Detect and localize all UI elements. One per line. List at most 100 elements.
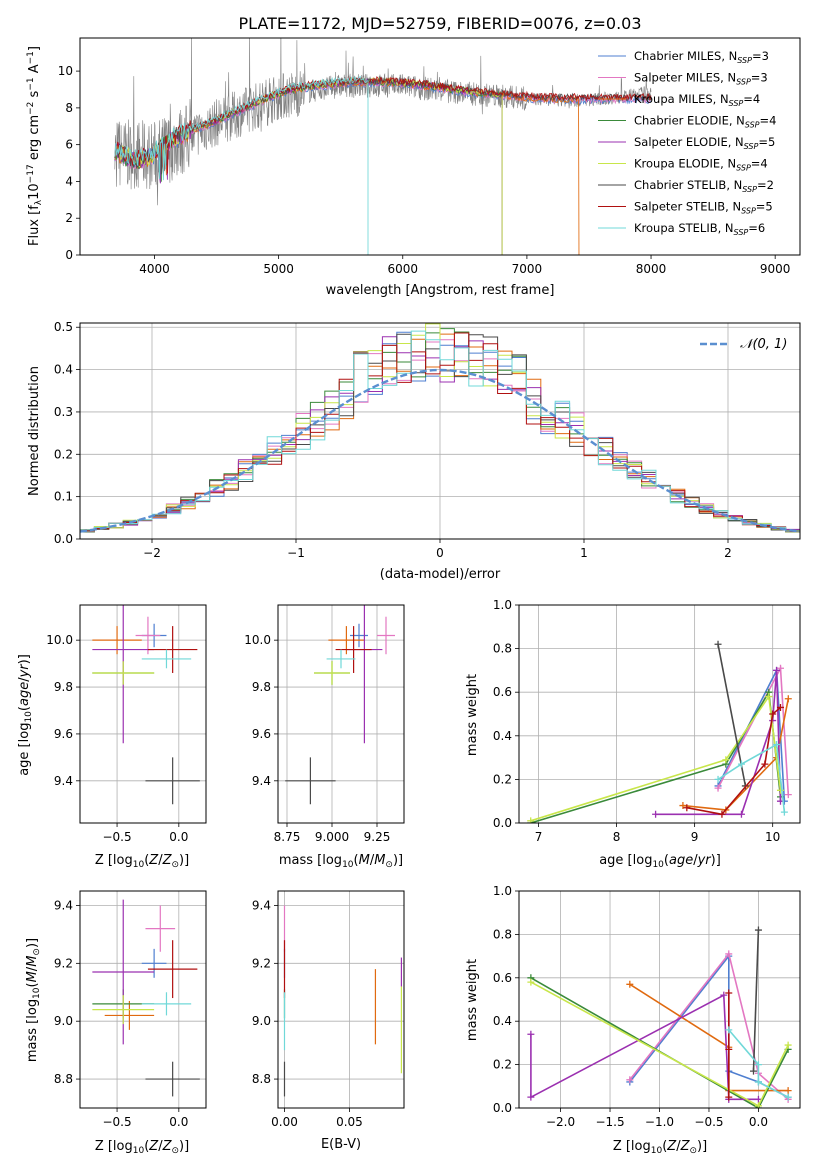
legend-entry: Kroupa MILES, NSSP=4 <box>634 92 760 108</box>
spectrum-xtick-label: 5000 <box>263 262 294 276</box>
mass-vs-EBV-panel: 0.00 0.05 8.8 9.0 9.2 9.4 <box>252 890 405 1129</box>
weight-marker <box>754 1102 762 1108</box>
mass-vs-EBV-frame <box>277 890 405 1109</box>
spectrum-xlabel: wavelength [Angstrom, rest frame] <box>326 283 555 298</box>
weight-vs-age-xtick-label: 9 <box>691 830 699 844</box>
spectrum-xtick-label: 9000 <box>760 262 791 276</box>
weight-series-line <box>717 743 786 813</box>
weight-vs-Z-ytick-label: 0.2 <box>493 1058 512 1072</box>
age-vs-Z-panel: −0.5 0.0 9.4 9.6 9.8 10.0 <box>46 604 207 844</box>
residuals-xtick-label: 2 <box>724 546 732 560</box>
weight-marker <box>683 804 691 812</box>
weight-vs-Z-ytick-label: 0.4 <box>493 1014 512 1028</box>
weight-vs-Z-xtick-label: −2.0 <box>546 1115 575 1129</box>
residuals-ytick-label: 0.3 <box>54 405 73 419</box>
weight-marker <box>652 810 660 818</box>
residuals-ylabel: Normed distribution <box>27 366 42 496</box>
weight-vs-Z-xtick-label: 0.0 <box>749 1115 768 1129</box>
age-vs-mass-ytick-label: 9.4 <box>252 774 271 788</box>
weight-marker <box>754 1061 762 1069</box>
mE-xlabel: E(B-V) <box>321 1137 361 1152</box>
residuals-frame <box>79 322 801 540</box>
weight-marker <box>725 1045 733 1053</box>
wZ-xlabel: Z [log10(Z/Z⊙)] <box>613 1139 707 1156</box>
residuals-xtick-label: −2 <box>143 546 161 560</box>
age-vs-Z-ytick-label: 9.4 <box>54 774 73 788</box>
weight-marker <box>776 664 784 672</box>
weight-marker <box>626 980 634 988</box>
legend-entry: Chabrier MILES, NSSP=3 <box>634 49 769 65</box>
weight-marker <box>714 784 722 792</box>
weight-marker <box>737 810 745 818</box>
normal-curve <box>80 368 800 533</box>
weight-vs-Z-panel: −2.0 −1.5 −1.0 −0.5 0.0 0.0 0.2 0.4 0.6 0.8 1.0 <box>493 884 801 1129</box>
normal-curve-legend-label: 𝒩(0, 1) <box>740 337 787 352</box>
age-vs-mass-panel: 8.75 9.000 9.25 9.4 9.6 9.8 10.0 <box>244 604 405 844</box>
legend-entry: Kroupa ELODIE, NSSP=4 <box>634 157 768 173</box>
weight-marker <box>527 1093 535 1101</box>
age-vs-Z-frame <box>79 604 207 824</box>
age-vs-Z-xtick-label: 0.0 <box>169 830 188 844</box>
residuals-xlabel: (data-model)/error <box>380 567 501 582</box>
weight-vs-age-ytick-label: 0.4 <box>493 729 512 743</box>
wZ-ylabel: mass weight <box>465 959 480 1041</box>
age-vs-mass-frame <box>277 604 405 824</box>
model-spectrum-line <box>114 75 369 255</box>
age-vs-Z-ytick-label: 9.8 <box>54 680 73 694</box>
weight-marker <box>725 1093 733 1101</box>
weight-vs-age-frame <box>518 604 801 824</box>
residuals-xtick-label: −1 <box>287 546 305 560</box>
weight-vs-age-xtick-label: 7 <box>535 830 543 844</box>
weight-marker <box>714 775 722 783</box>
mZ-xlabel: Z [log10(Z/Z⊙)] <box>95 1139 189 1156</box>
weight-vs-Z-plot-area <box>527 926 792 1108</box>
weight-marker <box>784 791 792 799</box>
weight-vs-Z-ytick-label: 0.0 <box>493 1101 512 1115</box>
mZ-ylabel: mass [log10(M/M⊙)] <box>25 938 42 1062</box>
weight-marker <box>725 1026 733 1034</box>
weight-vs-age-ytick-label: 1.0 <box>493 598 512 612</box>
mass-vs-Z-frame <box>79 890 207 1109</box>
weight-marker <box>761 760 769 768</box>
weight-vs-age-ytick-label: 0.8 <box>493 642 512 656</box>
mass-vs-EBV-ytick-label: 9.0 <box>252 1014 271 1028</box>
legend-entry: Kroupa STELIB, NSSP=6 <box>634 221 765 237</box>
weight-vs-Z-xtick-label: −1.0 <box>645 1115 674 1129</box>
weight-marker <box>718 810 726 818</box>
weight-series-line <box>752 930 760 1072</box>
weight-marker <box>626 1076 634 1084</box>
weight-marker <box>527 817 535 823</box>
weight-vs-Z-ytick-label: 0.8 <box>493 927 512 941</box>
legend-entry: Salpeter STELIB, NSSP=5 <box>634 200 773 216</box>
weight-marker <box>754 926 762 934</box>
weight-marker <box>749 1067 757 1075</box>
weight-marker <box>776 786 784 794</box>
spectrum-panel: 4000 5000 6000 7000 8000 9000 0 2 4 6 8 10 Chabrier… <box>26 37 801 298</box>
weight-marker <box>784 1087 792 1095</box>
spectrum-ytick-label: 10 <box>58 64 73 78</box>
figure-title: PLATE=1172, MJD=52759, FIBERID=0076, z=0… <box>238 14 641 33</box>
mass-vs-EBV-xtick-label: 0.00 <box>271 1115 298 1129</box>
age-vs-mass-ytick-label: 9.6 <box>252 727 271 741</box>
legend-entry: Salpeter MILES, NSSP=3 <box>634 71 768 87</box>
weight-vs-age-ytick-label: 0.2 <box>493 772 512 786</box>
spectrum-ytick-label: 6 <box>65 138 73 152</box>
mass-vs-EBV-xtick-label: 0.05 <box>336 1115 363 1129</box>
weight-marker <box>784 1041 792 1049</box>
weight-vs-age-xtick-label: 8 <box>613 830 621 844</box>
weight-marker <box>773 666 781 674</box>
spectrum-xtick-label: 6000 <box>387 262 418 276</box>
weight-series-line <box>629 952 789 1100</box>
legend-entry: Salpeter ELODIE, NSSP=5 <box>634 135 775 151</box>
weight-marker <box>725 989 733 997</box>
age-vs-mass-xtick-label: 9.25 <box>364 830 391 844</box>
weight-vs-age-ytick-label: 0.6 <box>493 685 512 699</box>
residuals-panel: −2 −1 0 1 2 0.0 0.1 0.2 0.3 0.4 0.5 𝒩(0, 1) (data-… <box>27 320 801 582</box>
residuals-ytick-label: 0.0 <box>54 532 73 546</box>
spectrum-ylabel: Flux [fλ10−17 erg cm−2 s−1 A−1] <box>26 46 44 246</box>
spectrum-xtick-label: 4000 <box>139 262 170 276</box>
residual-histogram <box>80 332 800 535</box>
residuals-ytick-label: 0.2 <box>54 447 73 461</box>
spectrum-ytick-label: 2 <box>65 211 73 225</box>
